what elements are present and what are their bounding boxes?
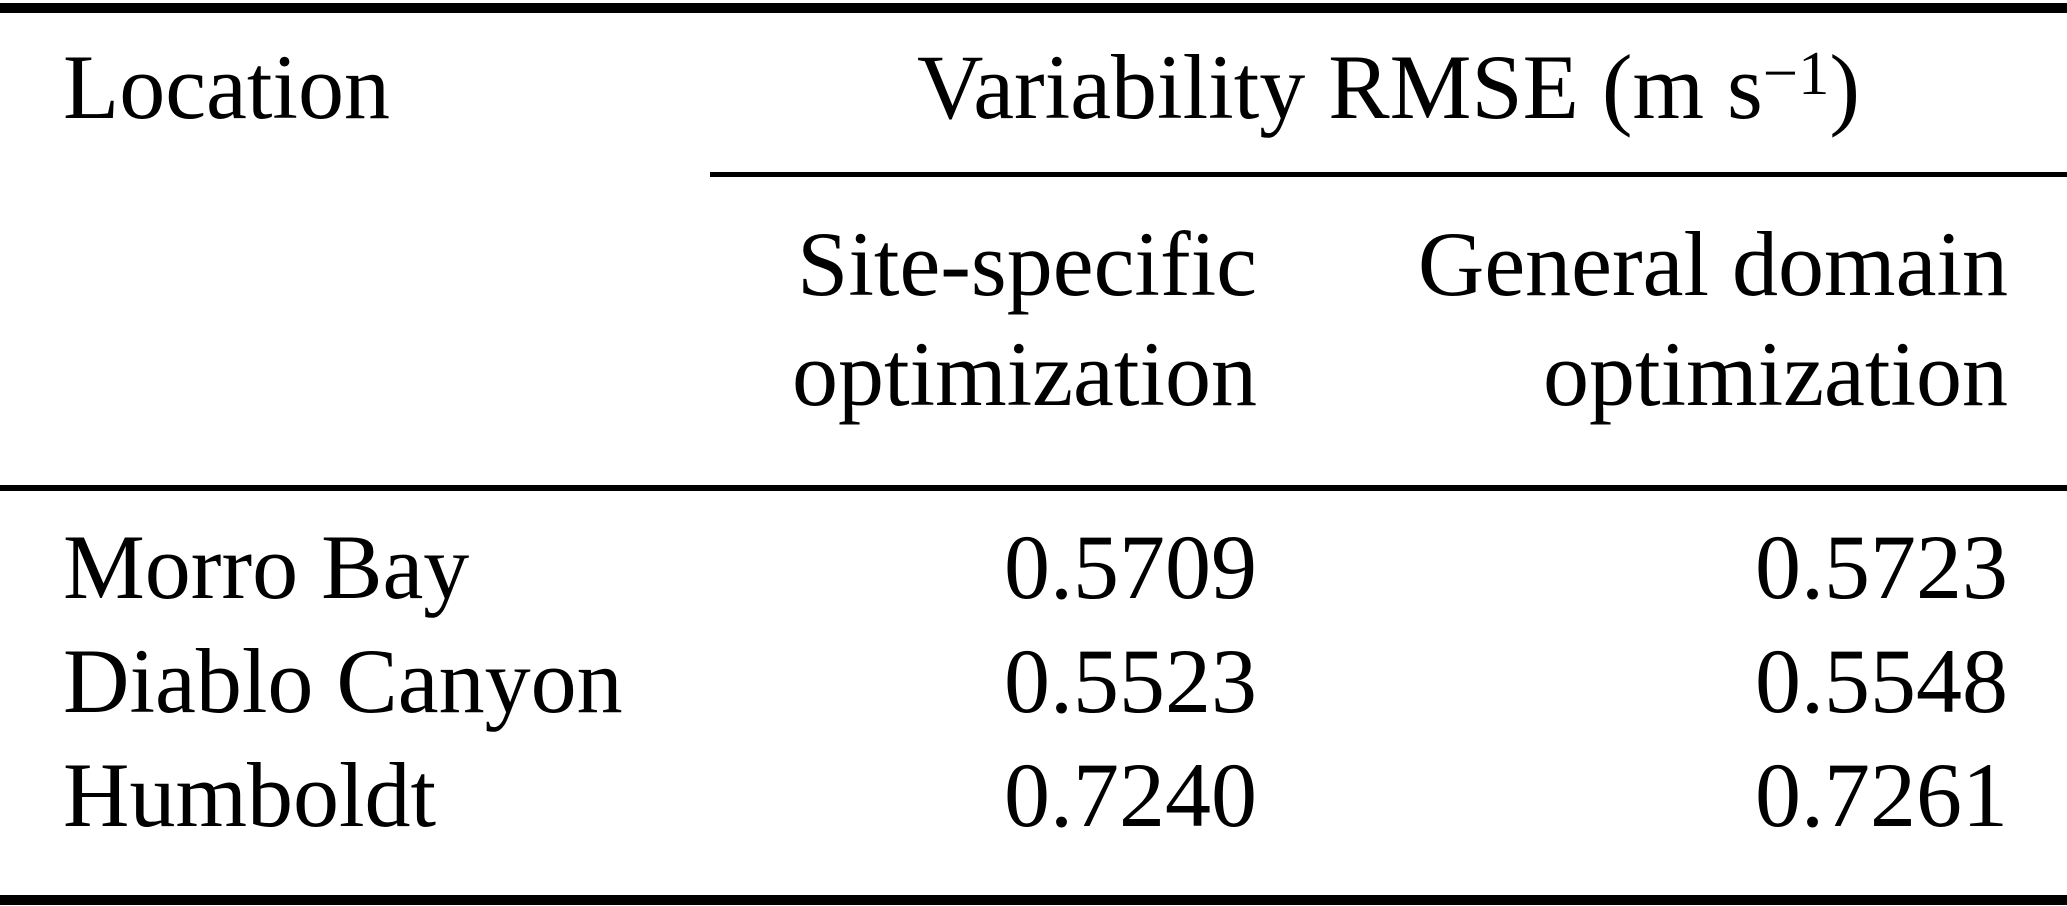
row-value-site-specific: 0.7240 <box>1004 744 1257 846</box>
table-row: Humboldt 0.7240 0.7261 <box>0 738 2067 852</box>
group-header-text: Variability RMSE (m s <box>916 36 1763 138</box>
subheader-site-specific-optimization: Site-specific optimization <box>792 209 1257 429</box>
table-body: Morro Bay 0.5709 0.5723 Diablo Canyon 0.… <box>0 510 2067 852</box>
row-location-label: Morro Bay <box>63 516 470 618</box>
row-value-site-specific: 0.5523 <box>1004 630 1257 732</box>
row-value-site-specific: 0.5709 <box>1004 516 1257 618</box>
column-header-location: Location <box>63 36 390 138</box>
table-row: Diablo Canyon 0.5523 0.5548 <box>0 624 2067 738</box>
group-header-close-paren: ) <box>1829 36 1861 138</box>
subheader-general-domain-line1: General domain <box>1417 213 2008 315</box>
header-body-separator-rule <box>0 485 2067 491</box>
group-header-underline-rule <box>710 172 2067 177</box>
row-value-general-domain: 0.5723 <box>1755 516 2008 618</box>
column-group-header-variability-rmse: Variability RMSE (m s−1) <box>710 41 2067 133</box>
subheader-site-specific-line2: optimization <box>791 323 1257 425</box>
table-row: Morro Bay 0.5709 0.5723 <box>0 510 2067 624</box>
row-value-general-domain: 0.5548 <box>1755 630 2008 732</box>
group-header-superscript-exponent: −1 <box>1762 38 1830 109</box>
table-bottom-rule <box>0 895 2067 905</box>
subheader-general-domain-optimization: General domain optimization <box>1418 209 2008 429</box>
row-value-general-domain: 0.7261 <box>1755 744 2008 846</box>
row-location-label: Humboldt <box>63 744 437 846</box>
table-top-rule <box>0 3 2067 13</box>
subheader-general-domain-line2: optimization <box>1542 323 2008 425</box>
subheader-site-specific-line1: Site-specific <box>797 213 1257 315</box>
row-location-label: Diablo Canyon <box>63 630 623 732</box>
